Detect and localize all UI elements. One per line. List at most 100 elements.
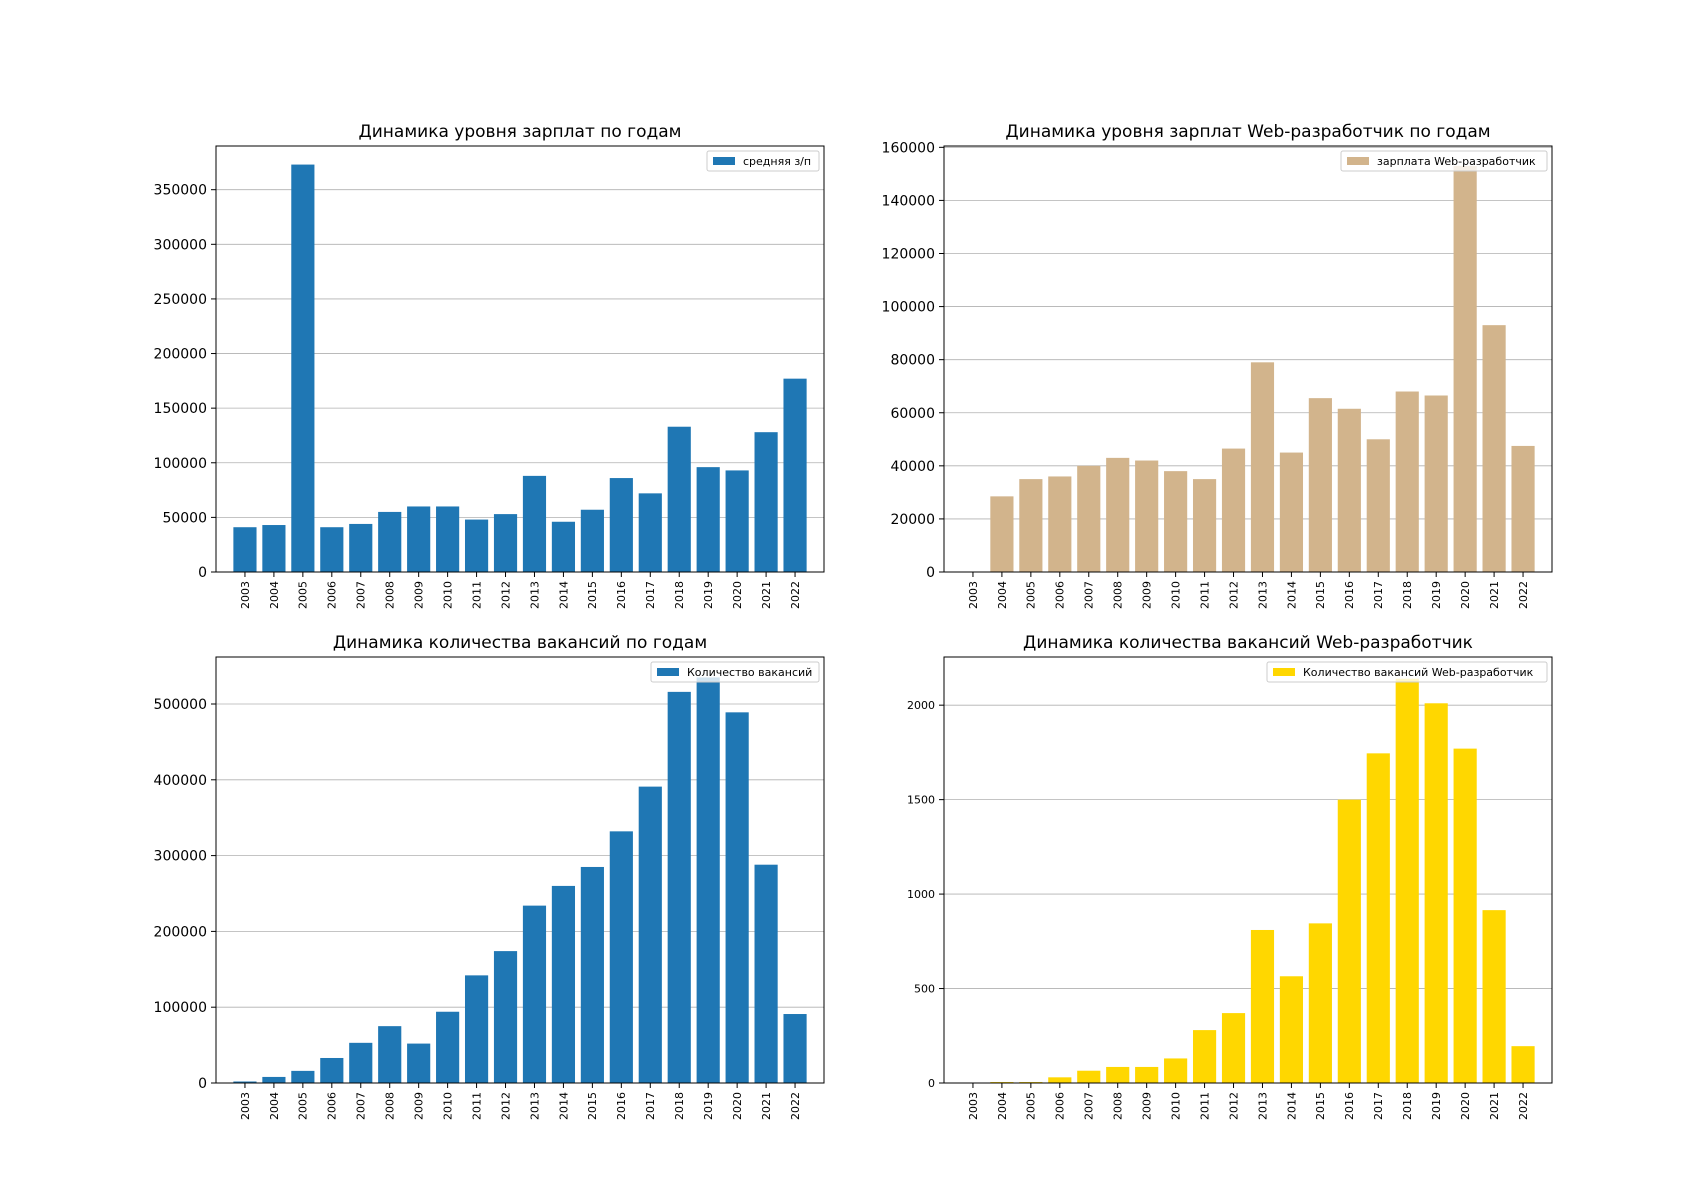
legend-swatch	[713, 157, 735, 165]
x-tick-label: 2013	[528, 581, 541, 609]
y-tick-label: 160000	[882, 140, 935, 156]
bar-2015	[1308, 398, 1332, 572]
bar-2010	[1164, 471, 1188, 572]
bar-2020	[725, 712, 749, 1083]
x-tick-label: 2008	[384, 581, 397, 609]
x-tick-label: 2022	[1517, 581, 1530, 609]
x-tick-label: 2017	[1372, 581, 1385, 609]
bar-2004	[990, 496, 1014, 572]
x-tick-label: 2006	[1054, 1092, 1067, 1120]
bar-2016	[1337, 799, 1361, 1083]
x-tick-label: 2018	[673, 1092, 686, 1120]
plot-frame	[943, 145, 1553, 573]
x-tick-label: 2018	[1401, 1092, 1414, 1120]
y-tick-label: 350000	[154, 183, 207, 199]
y-tick-label: 120000	[882, 247, 935, 263]
bar-2018	[1395, 391, 1419, 572]
x-tick-label: 2005	[1025, 581, 1038, 609]
y-tick-label: 0	[198, 565, 207, 581]
bar-2007	[349, 523, 373, 572]
y-tick-label: 300000	[154, 237, 207, 253]
bar-2021	[754, 432, 778, 572]
x-tick-label: 2013	[1256, 581, 1269, 609]
x-tick-label: 2007	[1083, 581, 1096, 609]
x-tick-label: 2015	[1314, 1092, 1327, 1120]
x-tick-label: 2021	[1488, 1092, 1501, 1120]
bar-2005	[291, 164, 315, 573]
x-tick-label: 2007	[355, 581, 368, 609]
bar-2021	[1482, 910, 1506, 1083]
legend-label: зарплата Web-разработчик	[1377, 155, 1536, 168]
y-tick-label: 0	[926, 565, 935, 581]
bar-2018	[667, 691, 691, 1083]
bar-2021	[1482, 325, 1506, 572]
x-tick-label: 2009	[1141, 581, 1154, 609]
x-tick-label: 2016	[1343, 581, 1356, 609]
x-tick-label: 2021	[1488, 581, 1501, 609]
x-tick-label: 2014	[557, 1092, 570, 1120]
x-tick-label: 2018	[1401, 581, 1414, 609]
bar-2015	[580, 509, 604, 572]
x-tick-label: 2012	[499, 581, 512, 609]
x-tick-label: 2017	[644, 1092, 657, 1120]
bar-2007	[1077, 465, 1101, 572]
bar-2019	[696, 677, 720, 1083]
chart-title: Динамика уровня зарплат по годам	[358, 122, 681, 142]
bar-2008	[1106, 457, 1130, 572]
plot-frame	[943, 656, 1553, 1084]
bar-2015	[580, 866, 604, 1083]
x-tick-label: 2007	[355, 1092, 368, 1120]
x-tick-label: 2008	[384, 1092, 397, 1120]
legend-swatch	[657, 668, 679, 676]
y-tick-label: 1000	[907, 888, 935, 901]
x-tick-label: 2006	[1054, 581, 1067, 609]
bar-2009	[407, 506, 431, 572]
bar-2006	[320, 527, 344, 572]
bar-2017	[1366, 753, 1390, 1083]
x-tick-label: 2004	[996, 1092, 1009, 1120]
bar-2017	[638, 786, 662, 1083]
bar-2019	[696, 467, 720, 572]
bar-2019	[1424, 703, 1448, 1083]
legend-box	[1266, 661, 1548, 683]
legend: Количество вакансий Web-разработчик	[1266, 661, 1548, 683]
legend-label: Количество вакансий Web-разработчик	[1303, 666, 1534, 679]
plot-frame	[215, 145, 825, 573]
bar-2018	[667, 426, 691, 572]
bar-2016	[609, 831, 633, 1083]
y-tick-label: 100000	[154, 1000, 207, 1016]
bar-2012	[1221, 448, 1246, 572]
x-tick-label: 2010	[441, 581, 454, 609]
x-tick-label: 2011	[1198, 1092, 1211, 1120]
legend: средняя з/п	[706, 150, 820, 172]
bar-2014	[551, 885, 576, 1083]
x-tick-label: 2015	[586, 581, 599, 609]
legend-label: Количество вакансий	[687, 666, 812, 679]
x-tick-label: 2020	[731, 581, 744, 609]
bar-2022	[783, 1014, 807, 1083]
y-tick-label: 60000	[890, 406, 935, 422]
x-tick-label: 2016	[615, 1092, 628, 1120]
chart-title: Динамика уровня зарплат Web-разработчик …	[1005, 122, 1490, 142]
bar-2014	[551, 521, 576, 572]
bar-2016	[609, 478, 633, 572]
x-tick-label: 2003	[967, 1092, 980, 1120]
x-tick-label: 2010	[1169, 1092, 1182, 1120]
x-tick-label: 2014	[1285, 581, 1298, 609]
y-tick-label: 40000	[890, 459, 935, 475]
bar-2006	[1048, 1077, 1072, 1083]
legend: зарплата Web-разработчик	[1340, 150, 1548, 172]
legend-box	[706, 150, 820, 172]
x-tick-label: 2017	[644, 581, 657, 609]
bar-2009	[1135, 1066, 1159, 1083]
x-tick-label: 2009	[413, 581, 426, 609]
y-tick-label: 150000	[154, 401, 207, 417]
y-tick-label: 200000	[154, 924, 207, 940]
x-tick-label: 2004	[268, 1092, 281, 1120]
chart-title: Динамика количества вакансий Web-разрабо…	[1023, 633, 1473, 653]
bar-2014	[1279, 452, 1304, 572]
bar-2012	[1221, 1013, 1246, 1083]
bar-2022	[1511, 445, 1535, 572]
x-tick-label: 2003	[967, 581, 980, 609]
bar-2020	[1453, 165, 1477, 572]
